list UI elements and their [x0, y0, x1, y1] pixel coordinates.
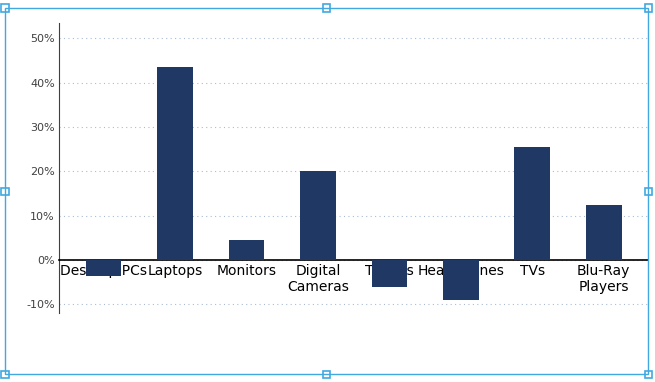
Bar — [586, 205, 622, 260]
Bar — [86, 260, 121, 275]
Bar — [371, 260, 407, 286]
Bar — [300, 172, 336, 260]
Bar — [229, 240, 265, 260]
Bar — [443, 260, 479, 300]
Bar — [514, 147, 550, 260]
Bar — [157, 67, 193, 260]
